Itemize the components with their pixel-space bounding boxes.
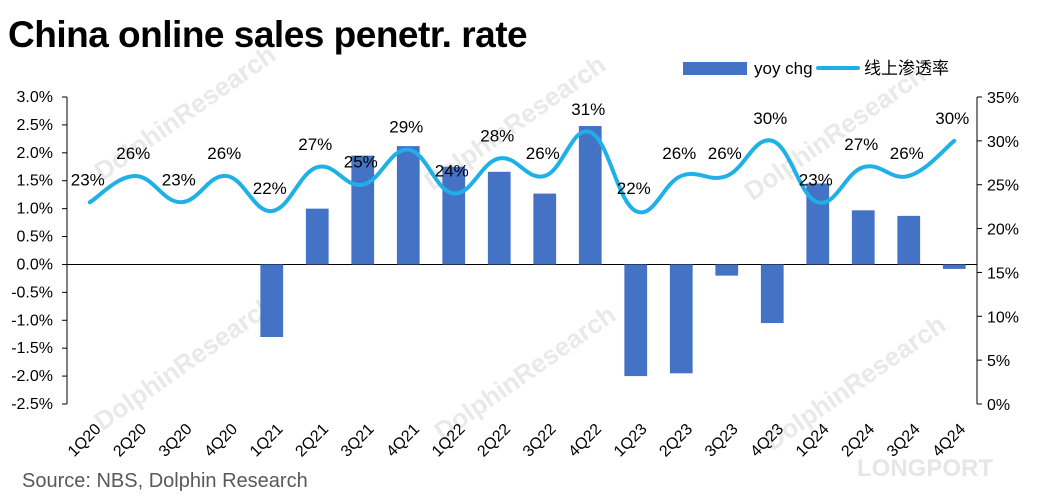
bar-1Q22 xyxy=(442,166,466,265)
bar-1Q23 xyxy=(624,264,648,377)
data-label-3Q24: 26% xyxy=(890,144,924,163)
data-label-2Q20: 26% xyxy=(116,144,150,163)
left-tick-label: 3.0% xyxy=(17,89,53,106)
bar-4Q21 xyxy=(396,146,420,265)
right-tick-label: 0% xyxy=(987,397,1010,414)
data-label-4Q23: 30% xyxy=(753,109,787,128)
data-label-4Q24: 30% xyxy=(935,109,969,128)
left-tick-label: 0.0% xyxy=(17,256,53,273)
x-tick-label: 1Q23 xyxy=(611,421,651,461)
bar-2Q23 xyxy=(669,264,693,374)
data-label-3Q21: 25% xyxy=(344,153,378,172)
left-tick-label: -1.5% xyxy=(11,340,53,357)
x-tick-label: 2Q22 xyxy=(474,421,514,461)
left-tick-label: -0.5% xyxy=(11,284,53,301)
data-label-4Q22: 31% xyxy=(571,100,605,119)
bar-3Q24 xyxy=(897,215,921,265)
data-label-1Q23: 22% xyxy=(617,179,651,198)
x-tick-label: 2Q21 xyxy=(292,421,332,461)
right-tick-label: 10% xyxy=(987,309,1019,326)
x-tick-label: 4Q21 xyxy=(383,421,423,461)
x-tick-label: 3Q20 xyxy=(156,421,196,461)
legend-swatch-bar xyxy=(683,62,747,75)
brand-watermark: LONGPORT xyxy=(857,455,993,482)
data-label-1Q22: 24% xyxy=(435,161,469,180)
bar-2Q22 xyxy=(487,171,511,265)
x-tick-label: 4Q22 xyxy=(565,421,605,461)
data-label-1Q21: 22% xyxy=(253,179,287,198)
watermark-text: DolphinResearch xyxy=(739,59,931,206)
left-tick-label: -2.0% xyxy=(11,368,53,385)
bar-4Q23 xyxy=(760,264,784,324)
data-label-4Q20: 26% xyxy=(207,144,241,163)
data-label-4Q21: 29% xyxy=(389,118,423,137)
legend-label-line: 线上渗透率 xyxy=(864,59,949,78)
left-tick-label: 1.0% xyxy=(17,201,53,218)
bar-2Q21 xyxy=(305,208,329,265)
bar-3Q22 xyxy=(533,193,557,265)
right-tick-label: 35% xyxy=(987,90,1019,107)
data-label-1Q20: 23% xyxy=(71,170,105,189)
left-tick-label: 2.0% xyxy=(17,145,53,162)
source-note: Source: NBS, Dolphin Research xyxy=(22,470,308,492)
x-tick-label: 3Q23 xyxy=(702,421,742,461)
bar-3Q23 xyxy=(715,264,739,276)
data-label-3Q22: 26% xyxy=(526,144,560,163)
bar-2Q24 xyxy=(851,210,875,265)
watermark-text: DolphinResearch xyxy=(89,39,281,186)
x-tick-label: 3Q21 xyxy=(338,421,378,461)
left-tick-label: 0.5% xyxy=(17,229,53,246)
right-tick-label: 25% xyxy=(987,178,1019,195)
x-tick-label: 2Q23 xyxy=(656,421,696,461)
penetration-rate-line xyxy=(87,129,957,215)
left-tick-label: 1.5% xyxy=(17,173,53,190)
data-label-2Q21: 27% xyxy=(298,135,332,154)
bar-3Q21 xyxy=(351,155,375,265)
data-label-3Q20: 23% xyxy=(162,170,196,189)
chart-title: China online sales penetr. rate xyxy=(8,14,528,55)
x-tick-label: 4Q20 xyxy=(201,421,241,461)
bar-1Q21 xyxy=(260,264,284,338)
left-tick-label: 2.5% xyxy=(17,117,53,134)
data-label-2Q24: 27% xyxy=(844,135,878,154)
watermark-text: DolphinResearch xyxy=(89,289,281,436)
bar-4Q24 xyxy=(942,264,966,269)
right-tick-label: 15% xyxy=(987,265,1019,282)
left-tick-label: -2.5% xyxy=(11,396,53,413)
right-tick-label: 30% xyxy=(987,134,1019,151)
right-tick-label: 5% xyxy=(987,353,1010,370)
data-label-2Q23: 26% xyxy=(662,144,696,163)
right-tick-label: 20% xyxy=(987,222,1019,239)
data-label-2Q22: 28% xyxy=(480,126,514,145)
x-tick-label: 1Q21 xyxy=(247,421,287,461)
data-label-1Q24: 23% xyxy=(799,170,833,189)
bar-4Q22 xyxy=(578,126,602,265)
left-tick-label: -1.0% xyxy=(11,312,53,329)
data-label-3Q23: 26% xyxy=(708,144,742,163)
x-tick-label: 3Q22 xyxy=(520,421,560,461)
legend-label-bar: yoy chg xyxy=(754,59,813,78)
